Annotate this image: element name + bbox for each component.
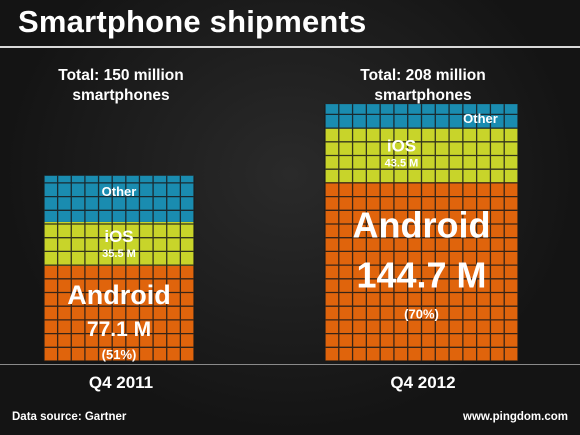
series-label-other-q4-2011: Other	[102, 184, 137, 199]
bar-q4-2011	[43, 175, 195, 362]
data-label-android-q4-2011: 77.1 M	[87, 318, 151, 341]
chart-title: Smartphone shipments	[18, 4, 367, 39]
series-label-ios-q4-2011: iOS	[104, 227, 133, 246]
category-label-q4-2011: Q4 2011	[88, 373, 154, 392]
total-unit-q4-2012: smartphones	[374, 87, 472, 104]
grid-q4-2011	[43, 175, 195, 362]
category-label-q4-2012: Q4 2012	[390, 373, 456, 392]
data-label-ios-q4-2012: 43.5 M	[385, 158, 419, 170]
data-label-android-q4-2012: 144.7 M	[356, 254, 486, 295]
pct-label-android-q4-2011: (51%)	[102, 347, 137, 362]
series-label-other-q4-2012: Other	[463, 111, 498, 126]
pct-label-android-q4-2012: (70%)	[404, 306, 439, 321]
bar-q4-2012	[324, 104, 519, 362]
series-label-android-q4-2011: Android	[67, 280, 170, 310]
website-credit: www.pingdom.com	[463, 411, 568, 423]
total-label-q4-2012: Total: 208 million smartphones	[323, 66, 523, 106]
data-label-ios-q4-2011: 35.5 M	[102, 248, 136, 260]
series-label-ios-q4-2012: iOS	[387, 137, 416, 156]
baseline-divider	[0, 364, 580, 365]
series-label-android-q4-2012: Android	[353, 204, 491, 245]
total-value-q4-2011: Total: 150 million	[58, 67, 184, 84]
title-divider	[0, 46, 580, 48]
total-unit-q4-2011: smartphones	[72, 87, 170, 104]
grid-q4-2012	[324, 104, 519, 362]
total-value-q4-2012: Total: 208 million	[360, 67, 486, 84]
data-source-note: Data source: Gartner	[12, 411, 127, 423]
segment-android-q4-2011	[44, 265, 194, 361]
segment-ios-q4-2011	[44, 221, 194, 266]
total-label-q4-2011: Total: 150 million smartphones	[21, 66, 221, 106]
